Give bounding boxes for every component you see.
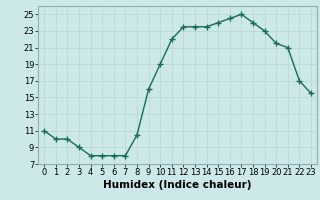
X-axis label: Humidex (Indice chaleur): Humidex (Indice chaleur) (103, 180, 252, 190)
